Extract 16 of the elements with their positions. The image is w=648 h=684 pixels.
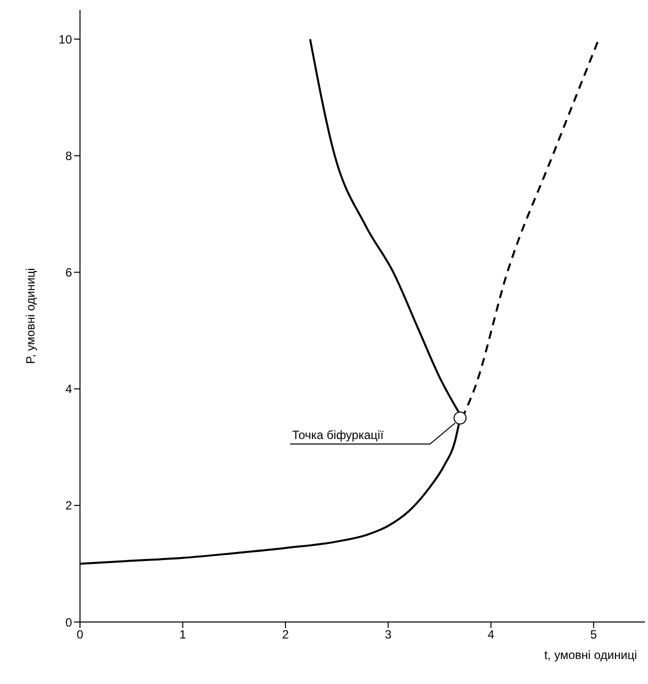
- x-tick-label: 3: [384, 628, 392, 642]
- x-tick-label: 5: [590, 628, 598, 642]
- x-tick-label: 2: [282, 628, 290, 642]
- y-tick-label: 0: [65, 615, 72, 630]
- annotation: Точка біфуркації: [292, 428, 384, 442]
- x-axis-title: t, умовні одиниці: [544, 648, 637, 662]
- y-tick-label: 8: [65, 148, 72, 163]
- callout-leader: Точка біфуркації: [290, 422, 456, 444]
- x-tick-label: 1: [179, 628, 186, 642]
- y-tick-label: 2: [65, 498, 72, 513]
- y-tick-label: 10: [58, 32, 72, 46]
- x-tick-label: 4: [488, 628, 495, 642]
- x-tick-label: 0: [76, 628, 84, 642]
- y-axis-title: P, умовні одиниці: [23, 268, 38, 364]
- y-tick-label: 4: [65, 382, 72, 396]
- y-tick-label: 6: [65, 266, 72, 280]
